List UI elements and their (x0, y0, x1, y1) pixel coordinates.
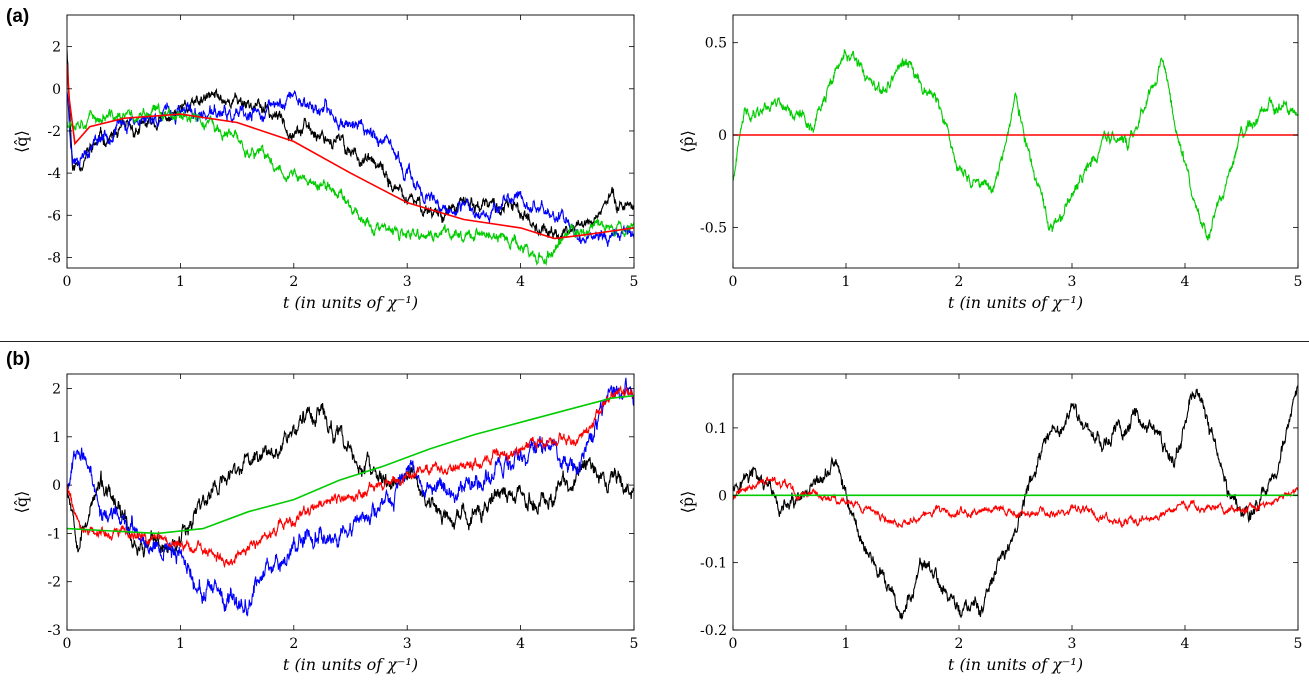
series-line-1 (733, 384, 1298, 620)
chart-4: 0 1 2 3 4 5 0.1 0 -0.1 -0.2 t (in units of χ⁻¹) ⟨p̂… (678, 373, 1303, 674)
panel-label-a: (a) (6, 6, 30, 27)
y-tick-label: 0 (718, 488, 727, 504)
y-tick-label: 0 (52, 478, 61, 494)
y-axis-label: ⟨q̂⟩ (12, 491, 31, 514)
x-axis-label: t (in units of χ⁻¹) (948, 655, 1083, 674)
x-tick-label: 0 (63, 636, 72, 652)
x-tick-label: 3 (1068, 636, 1077, 652)
chart-3: 0 1 2 3 4 5 2 1 0 -1 -2 -3 t (in units of χ⁻¹) ⟨q̂⟩ (12, 373, 639, 674)
x-tick-label: 2 (955, 636, 964, 652)
x-axis-label: t (in units of χ⁻¹) (283, 655, 418, 674)
y-tick-label: 1 (52, 430, 61, 446)
x-tick-label: 1 (176, 274, 185, 290)
y-axis-label: ⟨p̂⟩ (678, 491, 697, 514)
chart-1: 0 1 2 3 4 5 2 0 -2 -4 -6 -8 t (in units of χ⁻¹) ⟨q̂⟩ (12, 14, 639, 312)
y-tick-label: -8 (47, 250, 61, 266)
plot-frame (66, 14, 635, 269)
x-tick-label: 0 (729, 274, 738, 290)
x-tick-label: 4 (1181, 274, 1190, 290)
y-tick-label: -2 (47, 124, 61, 140)
x-tick-label: 3 (1068, 274, 1077, 290)
x-tick-label: 1 (842, 274, 851, 290)
y-tick-label: 0.5 (705, 36, 727, 52)
y-tick-label: -3 (47, 623, 61, 639)
y-tick-label: -1 (47, 526, 61, 542)
x-axis-label: t (in units of χ⁻¹) (948, 293, 1083, 312)
x-tick-label: 0 (63, 274, 72, 290)
x-tick-label: 5 (630, 274, 639, 290)
y-tick-label: 2 (52, 40, 61, 56)
panel-label-b: (b) (6, 349, 31, 370)
panel-divider (0, 341, 1309, 342)
y-tick-label: -2 (47, 575, 61, 591)
series-line-3 (67, 385, 634, 569)
x-tick-label: 1 (842, 636, 851, 652)
x-tick-label: 5 (1294, 636, 1303, 652)
series-line-2 (733, 476, 1298, 529)
x-tick-label: 3 (403, 636, 412, 652)
plot-frame (732, 373, 1299, 631)
x-tick-label: 2 (289, 274, 298, 290)
series-line-1 (733, 48, 1298, 241)
x-tick-label: 5 (630, 636, 639, 652)
series-line-1 (67, 403, 634, 558)
y-axis-label: ⟨p̂⟩ (678, 130, 697, 153)
x-tick-label: 5 (1294, 274, 1303, 290)
x-tick-label: 4 (516, 636, 525, 652)
series-line-4 (67, 394, 634, 535)
x-axis-label: t (in units of χ⁻¹) (283, 293, 418, 312)
x-tick-label: 4 (1181, 636, 1190, 652)
plot-frame (732, 14, 1299, 269)
plot-frame (66, 373, 635, 631)
series-line-3 (67, 102, 634, 267)
y-tick-label: -4 (47, 166, 61, 182)
y-tick-label: -6 (47, 208, 61, 224)
x-tick-label: 2 (955, 274, 964, 290)
x-tick-label: 2 (289, 636, 298, 652)
y-tick-label: -0.5 (700, 220, 727, 236)
y-axis-label: ⟨q̂⟩ (12, 130, 31, 153)
series-line-4 (67, 63, 634, 240)
series-line-2 (67, 90, 634, 247)
y-tick-label: 2 (52, 381, 61, 397)
x-tick-label: 0 (729, 636, 738, 652)
x-tick-label: 4 (516, 274, 525, 290)
x-tick-label: 1 (176, 636, 185, 652)
y-tick-label: 0 (718, 128, 727, 144)
y-tick-label: -0.1 (700, 556, 727, 572)
y-tick-label: 0 (52, 82, 61, 98)
y-tick-label: 0.1 (705, 421, 727, 437)
y-tick-label: -0.2 (700, 623, 727, 639)
chart-2: 0 1 2 3 4 5 0.5 0 -0.5 t (in units of χ⁻¹) ⟨p̂⟩ (678, 14, 1303, 312)
x-tick-label: 3 (403, 274, 412, 290)
